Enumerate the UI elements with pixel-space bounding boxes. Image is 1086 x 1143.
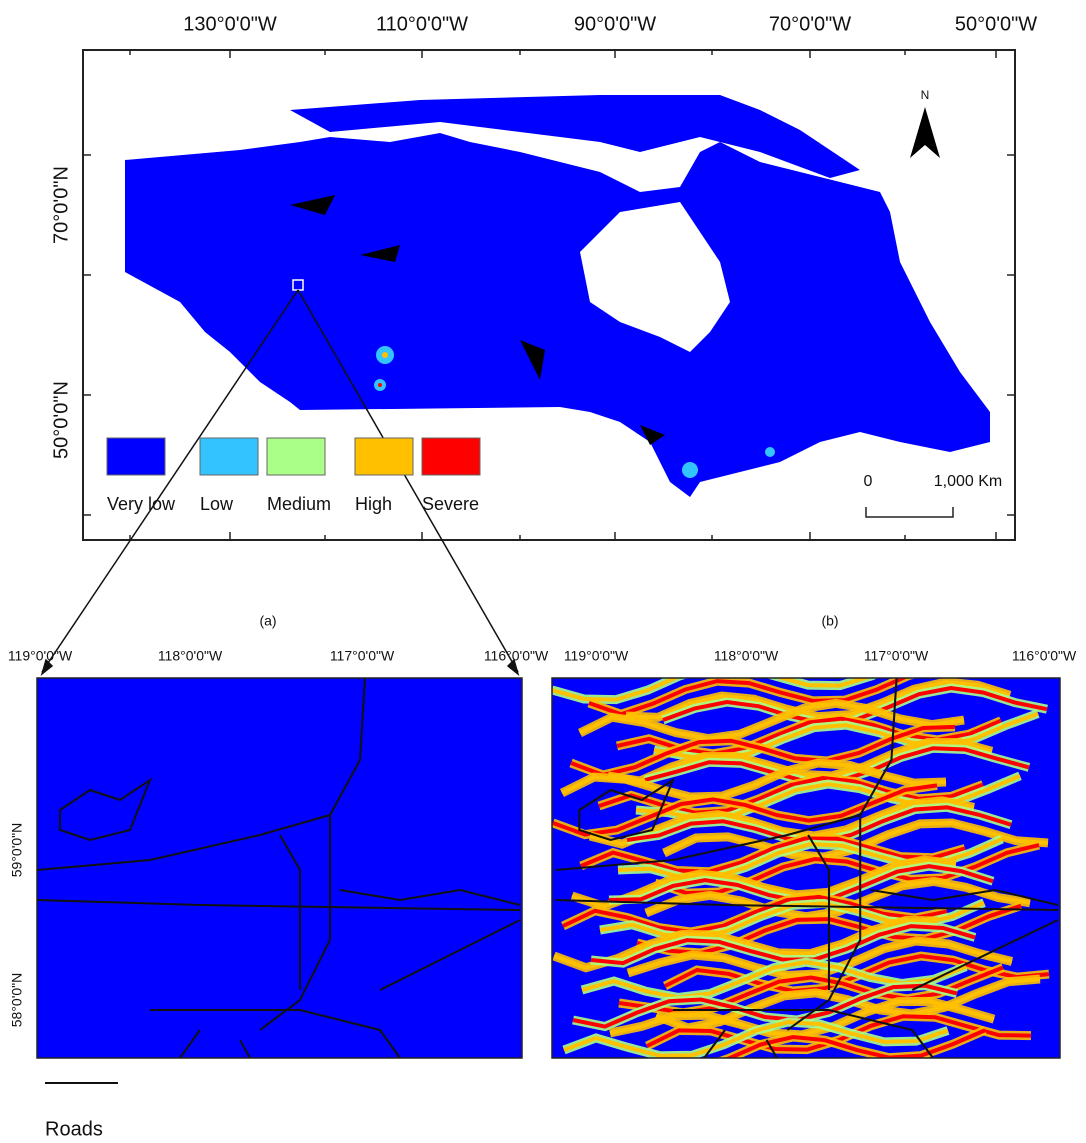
legend-swatch bbox=[106, 437, 166, 476]
road bbox=[150, 1009, 401, 1058]
lon-label: 110°0'0"W bbox=[376, 13, 468, 35]
panel-label: (a) bbox=[259, 613, 276, 629]
lon-label: 116°0'0"W bbox=[484, 648, 549, 664]
lon-label: 50°0'0"W bbox=[955, 13, 1037, 35]
road bbox=[279, 834, 301, 990]
hazard-band bbox=[589, 798, 975, 847]
canada-map bbox=[125, 95, 990, 497]
road bbox=[59, 777, 153, 842]
legend-label: Low bbox=[200, 494, 234, 514]
road bbox=[672, 1009, 934, 1058]
legend-swatch bbox=[421, 437, 481, 476]
roads-legend-label: Roads bbox=[45, 1118, 103, 1140]
lon-label: 117°0'0"W bbox=[864, 648, 929, 664]
road bbox=[179, 1029, 201, 1058]
road bbox=[703, 1029, 726, 1058]
scale-bar bbox=[865, 507, 954, 518]
legend-label: Medium bbox=[267, 494, 331, 514]
north-label: N bbox=[921, 88, 930, 102]
lon-label: 119°0'0"W bbox=[8, 648, 73, 664]
hazard-band bbox=[552, 783, 938, 837]
panel-label: (b) bbox=[821, 613, 838, 629]
road bbox=[339, 888, 521, 906]
road bbox=[870, 888, 1059, 906]
road bbox=[807, 834, 831, 990]
lat-label: 70°0'0"N bbox=[50, 166, 72, 244]
lon-label: 118°0'0"W bbox=[158, 648, 223, 664]
legend-swatch bbox=[199, 437, 259, 476]
lon-label: 130°0'0"W bbox=[183, 13, 277, 35]
hazard-band bbox=[562, 894, 948, 934]
lon-label: 119°0'0"W bbox=[564, 648, 629, 664]
lon-label: 118°0'0"W bbox=[714, 648, 779, 664]
lon-label: 117°0'0"W bbox=[330, 648, 395, 664]
hazard-band bbox=[625, 679, 1011, 720]
hazard-band bbox=[572, 983, 958, 1029]
hazard-band bbox=[570, 724, 956, 778]
hazard-band bbox=[588, 678, 909, 717]
hazard-band bbox=[580, 836, 966, 874]
hazard-band bbox=[579, 701, 965, 741]
lat-label: 58°0'0"N bbox=[9, 973, 25, 1028]
panel-b-frame bbox=[551, 677, 1061, 1059]
road bbox=[555, 678, 898, 871]
lon-label: 70°0'0"W bbox=[769, 13, 851, 35]
hazard-band bbox=[627, 938, 1013, 978]
road bbox=[578, 777, 676, 842]
lat-label: 50°0'0"N bbox=[50, 381, 72, 459]
scale-label: 0 bbox=[864, 473, 873, 490]
road bbox=[239, 1039, 251, 1058]
road bbox=[765, 1039, 778, 1058]
panel-a-frame bbox=[36, 677, 523, 1059]
road bbox=[259, 815, 331, 1031]
hazard-band bbox=[563, 1020, 949, 1058]
road bbox=[786, 815, 862, 1031]
panel-b-map bbox=[552, 678, 1060, 1058]
legend-swatch bbox=[266, 437, 326, 476]
road bbox=[555, 899, 1058, 911]
legend-label: Severe bbox=[422, 494, 479, 514]
legend-label: Very low bbox=[107, 494, 176, 514]
legend-label: High bbox=[355, 494, 392, 514]
lon-label: 116°0'0"W bbox=[1012, 648, 1077, 664]
lat-label: 59°0'0"N bbox=[9, 823, 25, 878]
scale-label: 1,000 Km bbox=[934, 473, 1002, 490]
road bbox=[37, 899, 521, 911]
hazard-band bbox=[571, 857, 957, 909]
hazard-band bbox=[645, 879, 1031, 919]
road bbox=[379, 919, 521, 991]
hazard-band bbox=[723, 1028, 986, 1058]
hazard-band bbox=[654, 843, 1040, 896]
hazard-band bbox=[552, 678, 872, 702]
hazard-band bbox=[607, 740, 993, 784]
zoom-arrows bbox=[40, 289, 520, 677]
lon-label: 90°0'0"W bbox=[574, 13, 656, 35]
legend-swatch bbox=[354, 437, 414, 476]
road bbox=[37, 678, 366, 871]
north-arrow bbox=[910, 107, 940, 158]
hazard-band bbox=[590, 924, 976, 966]
road bbox=[911, 919, 1059, 991]
panel-a-map bbox=[37, 678, 522, 1058]
